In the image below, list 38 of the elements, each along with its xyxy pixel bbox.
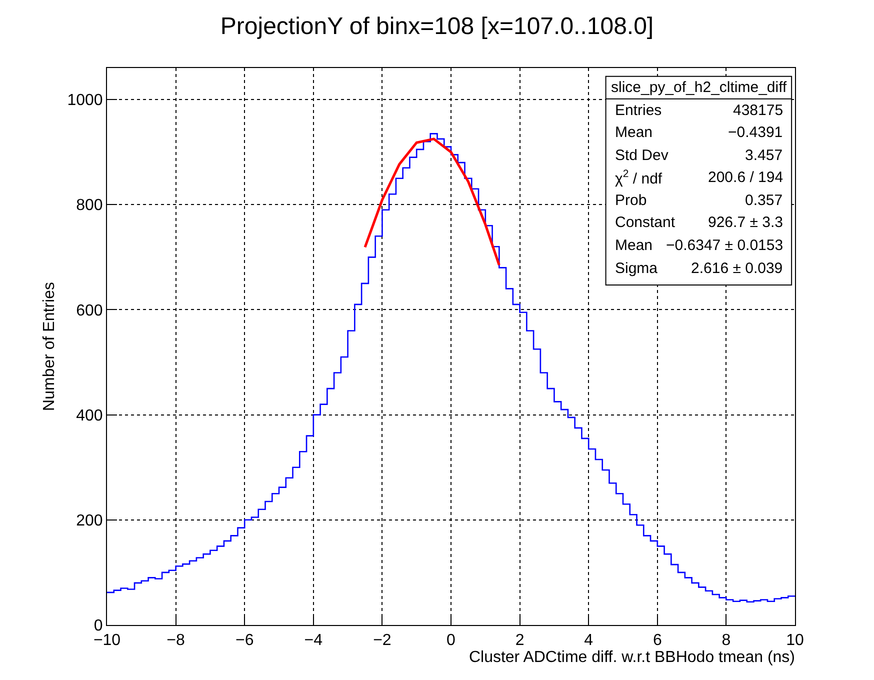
- annotation: slice_py_of_h2_cltime_diff: [611, 79, 788, 96]
- x-tick-label: 0: [446, 632, 456, 650]
- chart-title: ProjectionY of binx=108 [x=107.0..108.0]: [220, 12, 654, 40]
- y-tick-label: 400: [76, 407, 103, 424]
- x-tick-label: −8: [166, 632, 186, 650]
- x-tick-label: −10: [93, 632, 121, 650]
- x-axis-title: Cluster ADCtime diff. w.r.t BBHodo tmean (ns): [468, 649, 795, 666]
- annotation: Constant: [615, 214, 676, 231]
- x-tick-label: 10: [786, 632, 804, 650]
- annotation: 0.357: [745, 192, 783, 209]
- line-series: [364, 138, 500, 266]
- annotation: Std Dev: [615, 147, 669, 164]
- y-tick-label: 800: [76, 197, 103, 214]
- annotation: Mean: [615, 124, 653, 141]
- x-tick-label: 8: [722, 632, 731, 650]
- annotation: Mean: [615, 237, 653, 254]
- y-axis-title: Number of Entries: [41, 282, 58, 411]
- x-tick-label: 2: [515, 632, 524, 650]
- annotation: −0.6347 ± 0.0153: [666, 237, 784, 254]
- y-tick-label: 0: [94, 618, 103, 635]
- annotation: Entries: [615, 102, 662, 119]
- annotation: 200.6 / 194: [708, 169, 784, 186]
- annotation: 2.616 ± 0.039: [691, 260, 783, 277]
- annotation: Prob: [615, 192, 647, 209]
- annotation: 3.457: [745, 147, 783, 164]
- x-tick-label: −2: [373, 632, 392, 650]
- x-tick-label: −4: [304, 632, 323, 650]
- y-tick-label: 600: [76, 302, 103, 320]
- y-tick-label: 1000: [67, 92, 103, 110]
- annotation: 438175: [733, 102, 784, 119]
- y-tick-label: 200: [76, 512, 103, 530]
- annotation: χ$^{2}$ / ndf: [615, 168, 663, 188]
- x-tick-label: 4: [584, 632, 594, 650]
- x-tick-label: −6: [235, 632, 254, 650]
- annotation: Sigma: [615, 260, 658, 277]
- x-tick-label: 6: [652, 632, 662, 650]
- annotation: −0.4391: [728, 124, 783, 141]
- annotation: 926.7 ± 3.3: [708, 214, 783, 231]
